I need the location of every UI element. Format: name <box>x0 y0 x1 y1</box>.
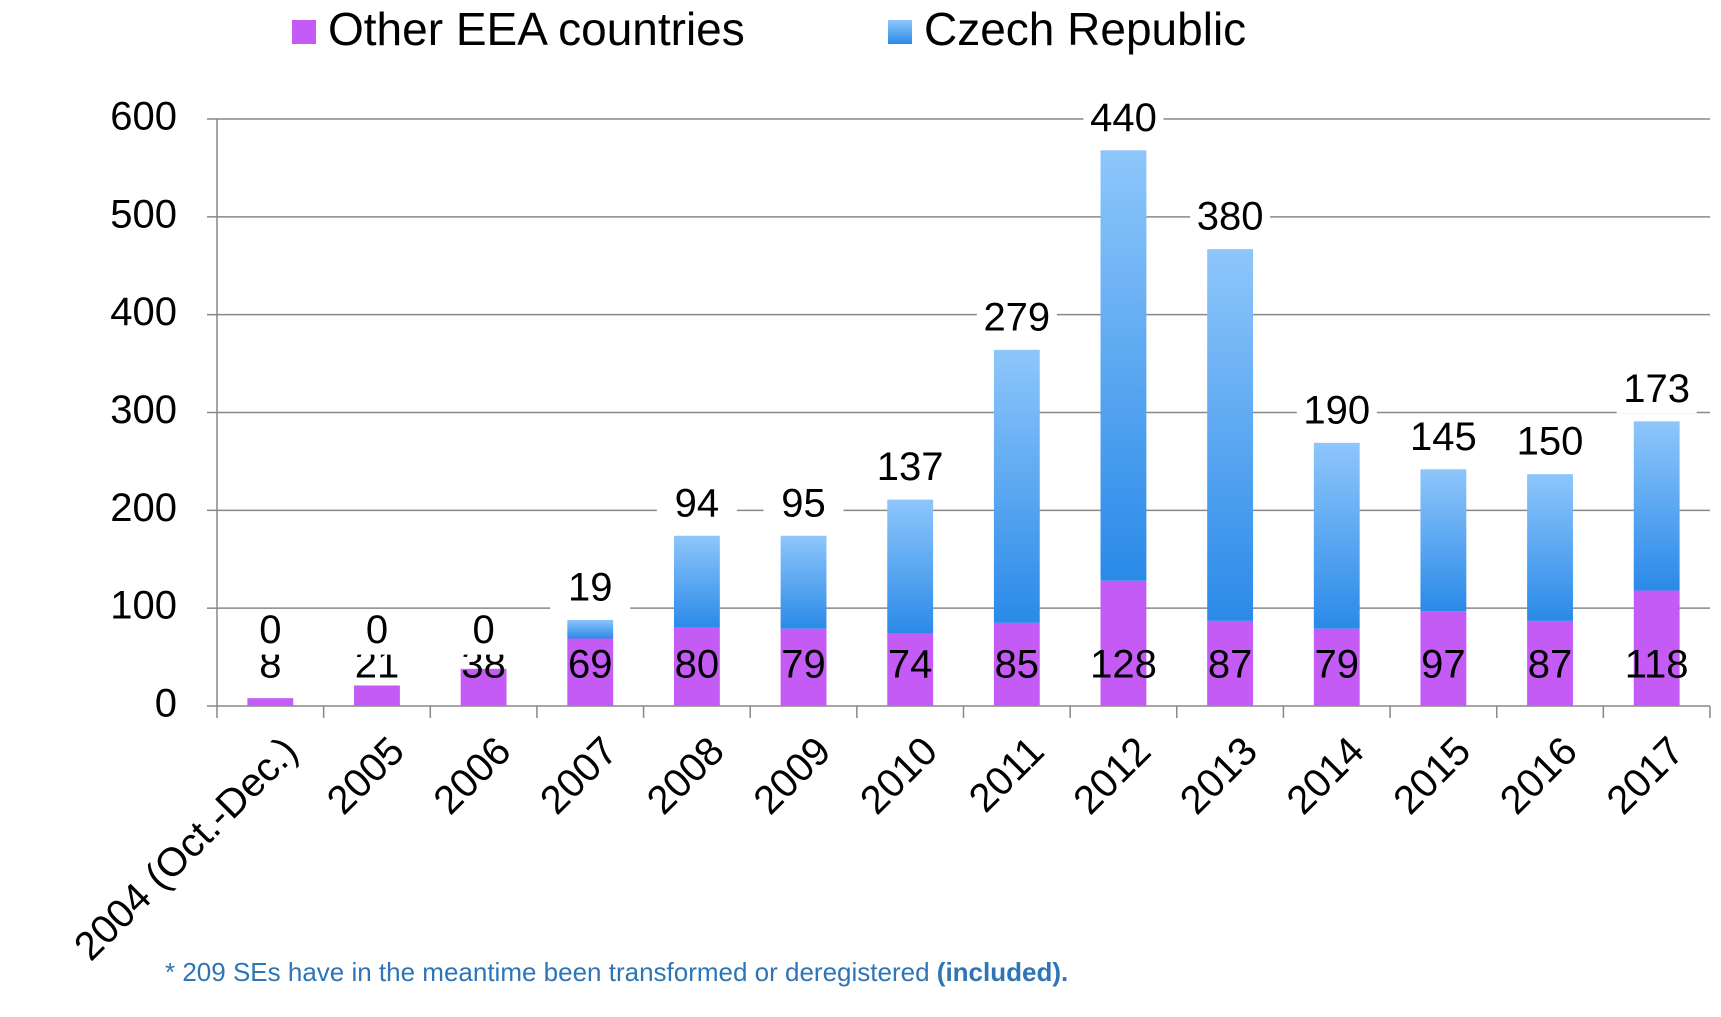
y-tick-label: 600 <box>110 95 177 139</box>
label-bg <box>976 297 1057 342</box>
value-label: 95 <box>781 481 826 525</box>
value-label: 118 <box>1625 642 1689 686</box>
x-tick-label: 2004 (Oct.-Dec.) <box>66 729 306 969</box>
bar-segment <box>673 627 720 706</box>
bar-segment <box>1207 249 1254 621</box>
value-label: 440 <box>1090 96 1157 140</box>
x-tick-label: 2017 <box>1598 729 1692 823</box>
label-bg <box>1296 390 1377 435</box>
value-label: 173 <box>1623 367 1690 411</box>
bar-segment <box>1100 580 1147 706</box>
value-label: 87 <box>1528 642 1573 686</box>
value-label: 128 <box>1090 642 1157 686</box>
bar-segment <box>460 668 507 706</box>
value-label: 97 <box>1421 642 1466 686</box>
label-bg <box>336 610 417 655</box>
bar-segment <box>887 633 934 706</box>
bar-segment <box>354 685 400 706</box>
bar-segment <box>247 698 294 706</box>
y-tick-label: 500 <box>110 192 177 236</box>
label-bg <box>230 610 311 655</box>
bar-segment <box>1633 421 1680 591</box>
value-label: 0 <box>366 608 388 652</box>
x-tick-label: 2005 <box>319 729 413 823</box>
value-label: 0 <box>472 608 494 652</box>
x-tick-label: 2013 <box>1172 729 1266 823</box>
y-tick-label: 300 <box>110 388 177 432</box>
label-bg <box>1510 422 1591 467</box>
x-tick-label: 2016 <box>1492 729 1586 823</box>
bar-segment <box>1420 469 1467 612</box>
label-bg <box>1616 369 1697 414</box>
label-bg <box>656 483 737 528</box>
x-tick-label: 2006 <box>425 729 519 823</box>
bar-segment <box>887 499 934 634</box>
x-tick-label: 2015 <box>1385 729 1479 823</box>
bar-segment <box>1313 628 1360 706</box>
x-tick-label: 2009 <box>745 729 839 823</box>
x-tick-label: 2007 <box>532 729 626 823</box>
value-label: 80 <box>675 642 720 686</box>
legend-swatch <box>888 20 912 44</box>
bar-segment <box>1527 620 1573 706</box>
value-label: 137 <box>877 445 944 489</box>
y-tick-label: 400 <box>110 290 177 334</box>
value-label: 74 <box>888 642 933 686</box>
bar-segment <box>993 349 1040 623</box>
value-label: 145 <box>1410 415 1477 459</box>
bar-segment <box>567 638 614 706</box>
y-tick-label: 200 <box>110 486 177 530</box>
value-label: 94 <box>675 481 720 525</box>
x-tick-label: 2011 <box>961 729 1053 821</box>
value-label: 190 <box>1303 388 1370 432</box>
legend-label: Other EEA countries <box>328 3 745 55</box>
bar-segment <box>1100 150 1147 581</box>
bar-segment <box>567 619 614 639</box>
bar-segment <box>780 628 827 706</box>
x-tick-label: 2010 <box>852 729 946 823</box>
label-bg <box>443 610 524 655</box>
bar-segment <box>1420 611 1467 706</box>
bar-segment <box>1207 620 1254 706</box>
y-tick-label: 100 <box>110 584 177 628</box>
bar-segment <box>993 622 1040 706</box>
x-tick-label: 2012 <box>1065 729 1159 823</box>
value-label: 279 <box>983 295 1050 339</box>
bar-segment <box>1633 590 1680 706</box>
label-bg <box>1403 417 1484 462</box>
legend-label: Czech Republic <box>924 3 1246 55</box>
label-bg <box>870 447 951 492</box>
label-bg <box>550 567 631 612</box>
bar-segment <box>1313 442 1360 629</box>
value-label: 0 <box>259 608 281 652</box>
bar-segment <box>673 535 720 628</box>
x-tick-label: 2014 <box>1279 729 1373 823</box>
value-label: 380 <box>1197 195 1264 239</box>
legend-swatch <box>292 20 316 44</box>
value-label: 69 <box>568 642 613 686</box>
x-tick-label: 2008 <box>639 729 733 823</box>
value-label: 150 <box>1517 420 1584 464</box>
value-label: 79 <box>781 642 826 686</box>
label-bg <box>1190 197 1271 242</box>
y-tick-label: 0 <box>155 682 177 726</box>
label-bg <box>1083 98 1164 143</box>
label-bg <box>763 483 844 528</box>
value-label: 85 <box>995 642 1040 686</box>
value-label: 19 <box>568 565 613 609</box>
bar-segment <box>780 535 827 629</box>
value-label: 87 <box>1208 642 1253 686</box>
footnote: * 209 SEs have in the meantime been tran… <box>165 957 1068 987</box>
bar-segment <box>1527 474 1573 621</box>
value-label: 79 <box>1315 642 1360 686</box>
